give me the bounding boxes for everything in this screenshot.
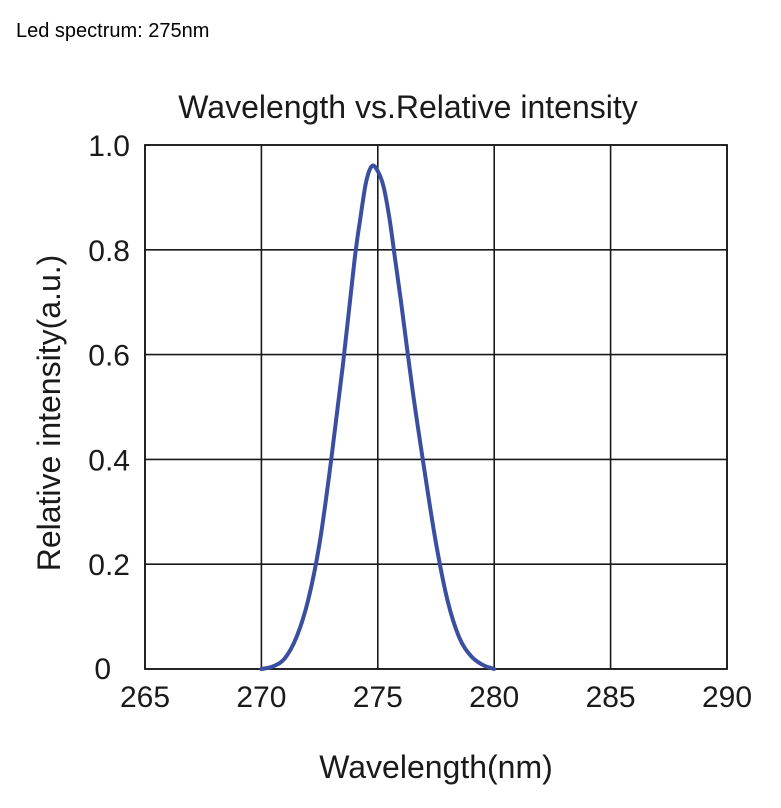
series-layer [259,163,497,671]
x-tick-label: 280 [469,681,519,714]
x-tick-label: 275 [353,681,403,714]
x-tick-label: 290 [702,681,752,714]
y-tick-label: 0 [94,653,111,686]
y-tick-label: 0.2 [88,549,130,582]
x-tick-label: 270 [236,681,286,714]
y-tick-label: 1.0 [88,130,130,163]
y-tick-label: 0.6 [88,340,130,373]
x-tick-labels: 265 270 275 280 285 290 [120,681,752,714]
grid-layer [144,144,728,670]
y-tick-label: 0.4 [88,444,130,477]
y-tick-label: 0.8 [88,235,130,268]
y-axis-label: Relative intensity(a.u.) [31,255,67,572]
x-tick-label: 285 [586,681,636,714]
spectrum-series-line [259,163,497,671]
chart-title: Wavelength vs.Relative intensity [178,89,637,125]
x-tick-label: 265 [120,681,170,714]
page-caption: Led spectrum: 275nm [16,20,210,42]
plot-frame [144,144,728,670]
y-tick-labels: 0 0.2 0.4 0.6 0.8 1.0 [88,130,130,686]
x-axis-label: Wavelength(nm) [319,749,553,785]
